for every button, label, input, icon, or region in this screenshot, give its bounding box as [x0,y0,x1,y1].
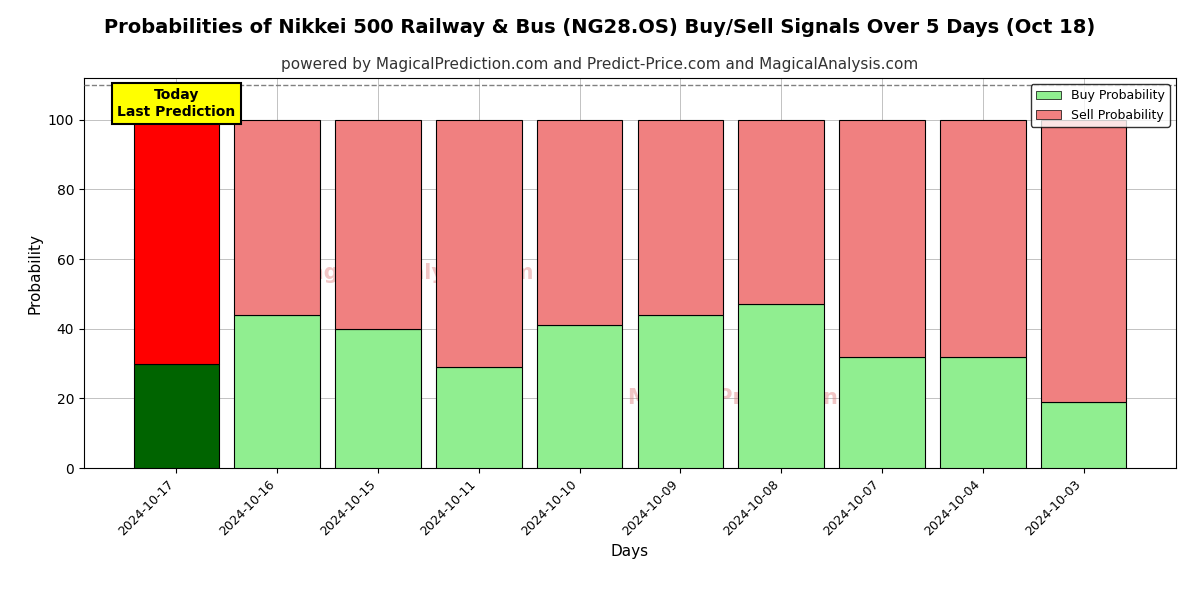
X-axis label: Days: Days [611,544,649,559]
Bar [1040,120,1127,402]
Text: Today
Last Prediction: Today Last Prediction [118,88,235,119]
Bar [436,120,522,367]
Bar [1040,402,1127,468]
Bar [133,120,220,364]
Bar [234,315,320,468]
Legend: Buy Probability, Sell Probability: Buy Probability, Sell Probability [1031,84,1170,127]
Text: MagicalPrediction.com: MagicalPrediction.com [628,388,895,408]
Bar [335,120,421,329]
Bar [436,367,522,468]
Bar [637,120,724,315]
Bar [940,120,1026,356]
Bar [234,120,320,315]
Bar [839,356,925,468]
Bar [335,329,421,468]
Bar [839,120,925,356]
Bar [536,325,623,468]
Text: MagicalAnalysis.com: MagicalAnalysis.com [289,263,534,283]
Bar [637,315,724,468]
Bar [940,356,1026,468]
Bar [133,364,220,468]
Y-axis label: Probability: Probability [28,232,42,313]
Bar [536,120,623,325]
Bar [738,120,824,304]
Bar [738,304,824,468]
Text: Probabilities of Nikkei 500 Railway & Bus (NG28.OS) Buy/Sell Signals Over 5 Days: Probabilities of Nikkei 500 Railway & Bu… [104,18,1096,37]
Text: powered by MagicalPrediction.com and Predict-Price.com and MagicalAnalysis.com: powered by MagicalPrediction.com and Pre… [281,57,919,72]
